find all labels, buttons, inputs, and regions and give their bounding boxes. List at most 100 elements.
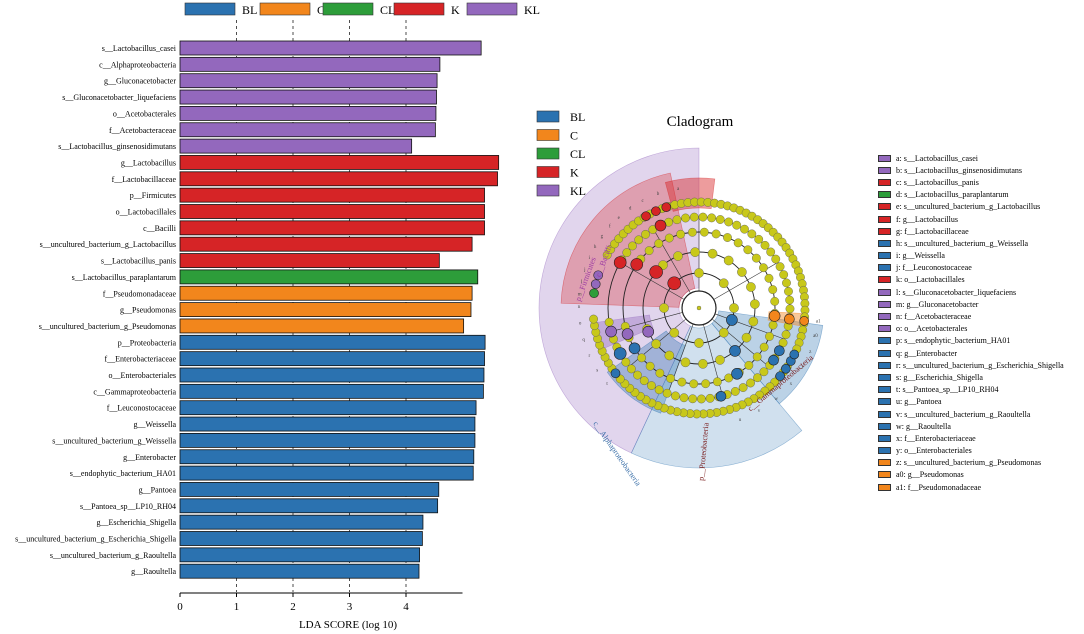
- clad-legend-swatch-K: [536, 166, 560, 178]
- key-label: a0: g__Pseudomonas: [896, 470, 964, 480]
- y-label-f__Acetobacteraceae: f__Acetobacteraceae: [109, 126, 177, 135]
- key-label: c: s__Lactobacillus_panis: [896, 177, 979, 187]
- bar-p__Proteobacteria: [179, 334, 486, 350]
- key-item-24: y: o__Enterobacteriales: [878, 445, 1064, 457]
- x-tick-label-4: 4: [403, 601, 409, 613]
- order-node: [746, 282, 756, 292]
- key-item-22: w: g__Raoultella: [878, 420, 1064, 432]
- genus-node: [633, 370, 642, 380]
- node-letter-s: s: [596, 369, 598, 374]
- key-swatch: [878, 459, 891, 467]
- bar-s__Gluconacetobacter_liquefaciens: [179, 89, 437, 105]
- y-label-s__Lactobacillus_paraplantarum: s__Lactobacillus_paraplantarum: [72, 273, 177, 282]
- family-node: [711, 229, 721, 239]
- significant-node-0: [613, 256, 627, 269]
- legend-label-CL: CL: [380, 3, 395, 17]
- bar-o__Acetobacterales: [179, 106, 437, 121]
- significant-node-17: [715, 390, 727, 402]
- genus-node: [698, 212, 708, 222]
- bar-o__Enterobacteriales: [179, 367, 485, 383]
- node-letter-r: r: [589, 354, 591, 359]
- key-item-8: i: g__Weissella: [878, 250, 1064, 262]
- key-label: n: f__Acetobacteraceae: [896, 312, 972, 322]
- lda-bar-chart: s__Lactobacillus_casei c__Alphaproteobact…: [15, 20, 500, 631]
- key-item-17: r: s__uncultured_bacterium_g_Escherichia…: [878, 359, 1064, 371]
- key-swatch: [878, 447, 891, 455]
- bar-s__uncultured_bacterium_g_Pseudomonas: [179, 318, 465, 334]
- node-letter-a: a: [677, 187, 680, 192]
- bar-o__Lactobacillales: [179, 204, 485, 219]
- significant-node-21: [775, 371, 786, 381]
- bar-f__Acetobacteraceae: [179, 122, 436, 138]
- node-letter-q: q: [582, 338, 585, 343]
- genus-node: [628, 241, 637, 251]
- bar-s__Lactobacillus_paraplantarum: [179, 269, 479, 285]
- y-label-s__Lactobacillus_panis: s__Lactobacillus_panis: [101, 257, 176, 266]
- key-item-27: a1: f__Pseudomonadaceae: [878, 481, 1064, 493]
- class-node: [659, 303, 669, 313]
- order-node: [748, 316, 759, 327]
- key-label: x: f__Enterobacteriaceae: [896, 433, 976, 443]
- genus-node: [759, 367, 769, 377]
- y-label-p__Proteobacteria: p__Proteobacteria: [118, 338, 177, 347]
- node-letter-d: d: [629, 207, 632, 212]
- y-label-g__Raoultella: g__Raoultella: [131, 567, 176, 576]
- key-label: d: s__Lactobacillus_paraplantarum: [896, 190, 1009, 200]
- key-label: i: g__Weissella: [896, 251, 945, 261]
- root-node: [696, 305, 702, 311]
- y-label-s__uncultured_bacterium_g_Raoultella: s__uncultured_bacterium_g_Raoultella: [50, 551, 177, 560]
- clad-legend-label-BL: BL: [570, 110, 585, 124]
- node-letter-v: v: [758, 409, 761, 414]
- bar-g__Pseudomonas: [179, 302, 472, 318]
- node-letter-e: e: [618, 216, 621, 221]
- key-swatch: [878, 227, 891, 235]
- node-letter-z: z: [809, 350, 812, 355]
- y-label-s__uncultured_bacterium_g_Weissella: s__uncultured_bacterium_g_Weissella: [52, 436, 176, 445]
- key-swatch: [878, 434, 891, 442]
- node-letter-g: g: [601, 234, 604, 239]
- genus-node: [641, 229, 650, 239]
- x-axis: 0 1 2 3 4: [177, 592, 463, 613]
- clad-legend-label-K: K: [570, 166, 579, 180]
- family-node: [724, 373, 734, 383]
- y-label-o__Acetobacterales: o__Acetobacterales: [113, 109, 176, 118]
- y-label-f__Pseudomonadaceae: f__Pseudomonadaceae: [103, 289, 177, 298]
- key-item-10: k: o__Lactobacillales: [878, 274, 1064, 286]
- genus-node: [785, 295, 795, 305]
- genus-node: [688, 394, 698, 404]
- genus-node: [747, 229, 757, 239]
- genus-node: [705, 393, 715, 403]
- legend-label-C: C: [317, 3, 325, 17]
- x-tick-label-0: 0: [177, 601, 183, 613]
- significant-node-4: [641, 211, 651, 222]
- bar-g__Escherichia_Shigella: [179, 514, 424, 530]
- genus-node: [771, 254, 781, 264]
- significant-node-5: [651, 206, 661, 216]
- y-label-s__uncultured_bacterium_g_Escherichia_Shigella: s__uncultured_bacterium_g_Escherichia_Sh…: [15, 535, 176, 544]
- node-letter-i: i: [589, 256, 591, 261]
- clad-legend-swatch-CL: [536, 147, 560, 160]
- key-label: a1: f__Pseudomonadaceae: [896, 482, 982, 492]
- bar-g__Pantoea: [179, 482, 440, 497]
- key-swatch: [878, 313, 891, 321]
- genus-node: [754, 234, 764, 244]
- key-item-20: u: g__Pantoea: [878, 396, 1064, 408]
- family-node: [770, 296, 780, 306]
- key-item-5: f: g__Lactobacillus: [878, 213, 1064, 225]
- key-label: b: s__Lactobacillus_ginsenosidimutans: [896, 165, 1022, 175]
- bar-s__Lactobacillus_panis: [179, 253, 440, 268]
- key-swatch: [878, 203, 891, 211]
- cladogram-key: a: s__Lactobacillus_casei b: s__Lactobaci…: [878, 152, 1064, 493]
- genus-node: [707, 213, 717, 223]
- key-label: k: o__Lactobacillales: [896, 275, 965, 285]
- family-node: [764, 273, 774, 283]
- genus-node: [604, 317, 614, 327]
- y-label-c__Alphaproteobacteria: c__Alphaproteobacteria: [99, 60, 176, 69]
- key-label: h: s__uncultured_bacterium_g_Weissella: [896, 238, 1028, 248]
- genus-node: [782, 278, 791, 288]
- genus-node: [775, 262, 785, 272]
- key-item-26: a0: g__Pseudomonas: [878, 469, 1064, 481]
- cladogram-legend: BL C CL K KL: [536, 110, 586, 198]
- y-label-g__Enterobacter: g__Enterobacter: [123, 453, 176, 462]
- clad-legend-label-CL: CL: [570, 147, 585, 161]
